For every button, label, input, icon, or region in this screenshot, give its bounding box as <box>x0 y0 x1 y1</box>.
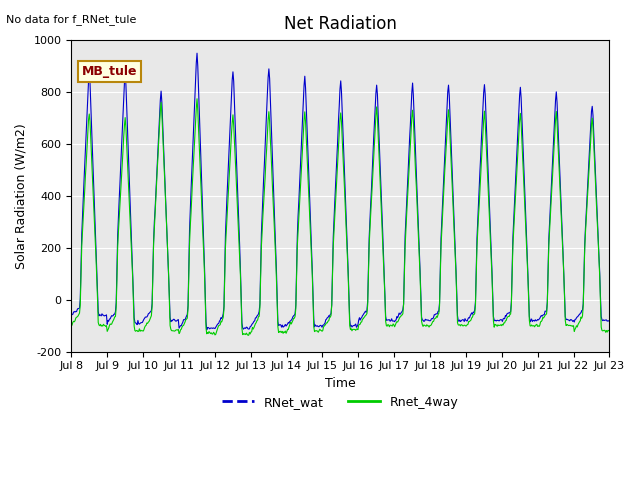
Text: MB_tule: MB_tule <box>82 65 138 78</box>
RNet_wat <box>423 317 431 323</box>
Rnet_4way <box>187 208 195 214</box>
RNet_wat <box>206 327 214 333</box>
X-axis label: Time: Time <box>325 377 356 390</box>
RNet_wat <box>407 106 415 112</box>
Y-axis label: Solar Radiation (W/m2): Solar Radiation (W/m2) <box>15 123 28 269</box>
Rnet_4way <box>67 322 75 328</box>
Legend: RNet_wat, Rnet_4way: RNet_wat, Rnet_4way <box>218 391 463 414</box>
RNet_wat <box>132 321 140 326</box>
Rnet_4way <box>407 129 415 134</box>
RNet_wat <box>77 263 85 269</box>
Line: RNet_wat: RNet_wat <box>71 53 609 330</box>
Rnet_4way <box>605 328 613 334</box>
Rnet_4way <box>132 328 140 334</box>
Rnet_4way <box>245 333 253 338</box>
Rnet_4way <box>193 96 201 102</box>
Line: Rnet_4way: Rnet_4way <box>71 99 609 336</box>
Rnet_4way <box>423 324 431 329</box>
Rnet_4way <box>77 273 85 278</box>
RNet_wat <box>217 315 225 321</box>
Title: Net Radiation: Net Radiation <box>284 15 397 33</box>
Text: No data for f_RNet_tule: No data for f_RNet_tule <box>6 14 137 25</box>
RNet_wat <box>187 188 195 193</box>
RNet_wat <box>605 317 613 323</box>
Rnet_4way <box>216 323 224 328</box>
RNet_wat <box>193 50 201 56</box>
RNet_wat <box>67 312 75 318</box>
